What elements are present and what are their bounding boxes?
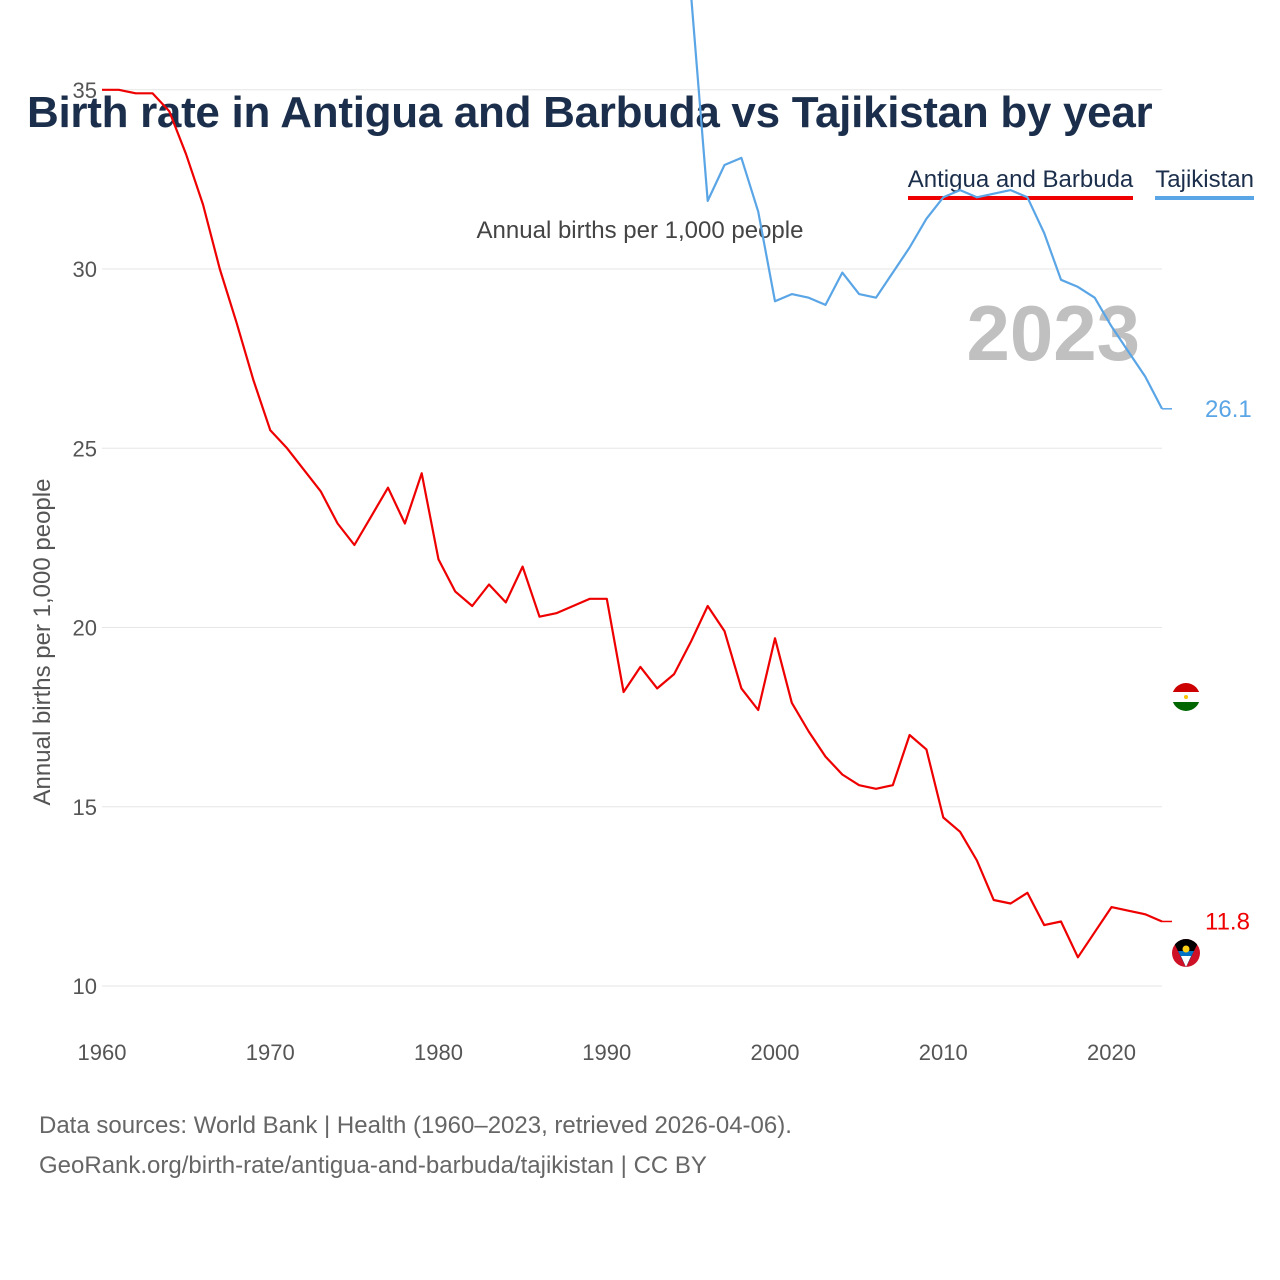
y-tick-label: 35 [73,78,97,103]
y-tick-label: 25 [73,436,97,461]
y-tick-label: 30 [73,257,97,282]
series-line-tajikistan [690,0,1163,410]
antigua-and-barbuda-flag-icon [1172,939,1200,967]
x-tick-label: 1970 [246,1040,295,1065]
x-tick-label: 2000 [751,1040,800,1065]
y-tick-label: 20 [73,616,97,641]
x-tick-label: 2010 [919,1040,968,1065]
x-axis-ticks: 1960 1970 1980 1990 2000 2010 2020 [78,1040,1136,1065]
chart-subtitle: Annual births per 1,000 people [476,217,804,244]
end-value-label-tajikistan: 26.1 [1205,396,1252,423]
tajikistan-flag-icon [1172,683,1200,711]
x-tick-label: 1990 [582,1040,631,1065]
y-tick-label: 15 [73,795,97,820]
legend-item-tajikistan[interactable]: Tajikistan [1155,166,1254,200]
year-watermark: 2023 [966,289,1140,377]
chart-title: Birth rate in Antigua and Barbuda vs Taj… [27,88,1153,137]
x-tick-label: 2020 [1087,1040,1136,1065]
footer-source: Data sources: World Bank | Health (1960–… [39,1112,792,1139]
series-line-antigua-and-barbuda [102,88,1163,959]
y-tick-label: 10 [73,974,97,999]
legend-item-antigua[interactable]: Antigua and Barbuda [907,166,1134,200]
x-tick-label: 1960 [78,1040,127,1065]
footer-link[interactable]: GeoRank.org/birth-rate/antigua-and-barbu… [39,1152,707,1179]
legend: Antigua and Barbuda Tajikistan [907,166,1254,200]
series-lines [102,0,1172,959]
footer: Data sources: World Bank | Health (1960–… [39,1106,792,1186]
gridlines [102,89,1162,987]
end-value-label-antigua-and-barbuda: 11.8 [1205,908,1250,935]
y-axis-ticks: 1015202530354045 [73,78,97,999]
x-tick-label: 1980 [414,1040,463,1065]
y-axis-label: Annual births per 1,000 people [29,479,56,806]
